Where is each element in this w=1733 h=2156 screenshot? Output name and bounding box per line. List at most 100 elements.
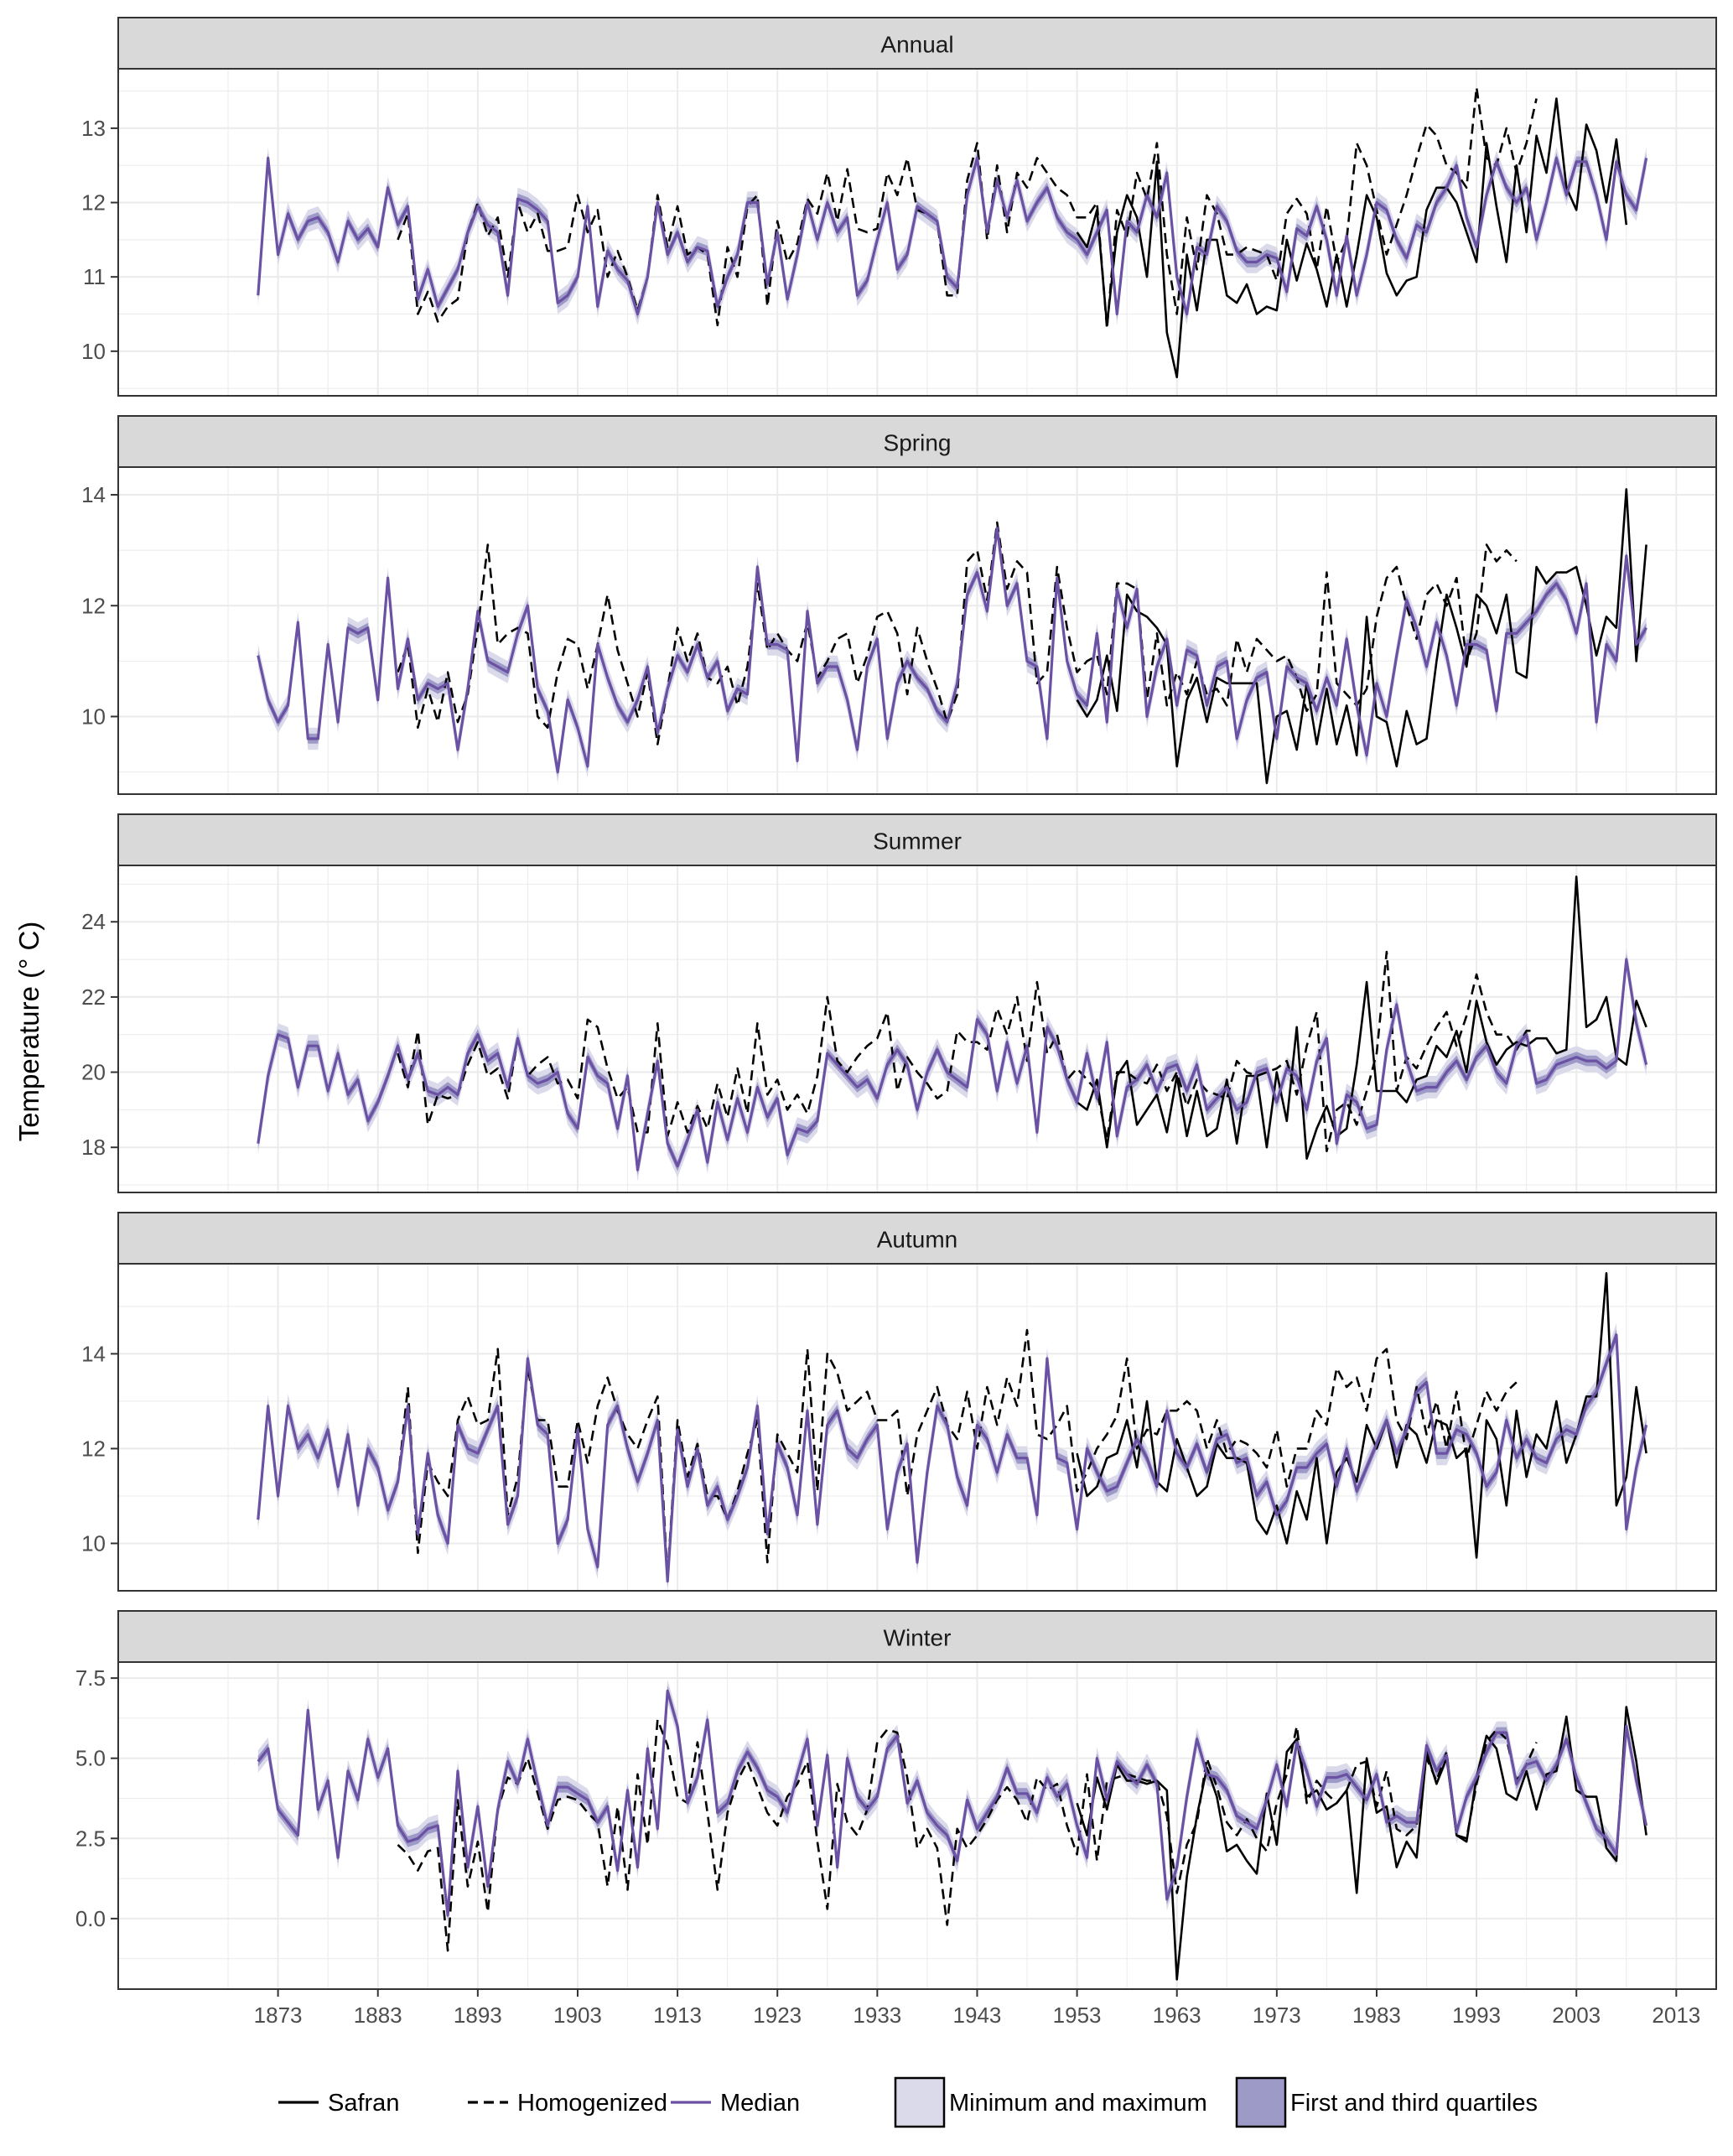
panel-winter: Winter 0.0 2.5 5.0 7.5	[75, 1610, 1717, 1990]
x-tick-label: 1993	[1452, 2003, 1501, 2028]
series-group	[257, 488, 1647, 785]
x-axis: 1873 1883 1893 1903 1913 1923 1933 1943 1953 1963…	[254, 1989, 1700, 2028]
y-tick-label: 13	[81, 116, 106, 141]
series-safran	[1076, 875, 1647, 1160]
legend-item-homogenized: Homogenized	[464, 2078, 667, 2127]
x-tick-label: 1893	[454, 2003, 502, 2028]
y-tick-label: 18	[81, 1135, 106, 1160]
series-safran	[1076, 97, 1628, 379]
x-tick-label: 1923	[753, 2003, 802, 2028]
panel-border	[117, 466, 1717, 795]
y-tick-label: 10	[81, 339, 106, 364]
band-min-max	[257, 948, 1647, 1182]
x-tick-label: 1953	[1053, 2003, 1102, 2028]
panel-title: Summer	[873, 829, 962, 855]
series-group	[257, 86, 1648, 379]
panel-border	[117, 1661, 1717, 1990]
series-median	[257, 1333, 1648, 1583]
panel-spring: Spring 10 12 14	[81, 415, 1717, 795]
panel-strip	[117, 415, 1717, 468]
band-min-max	[257, 1680, 1647, 1927]
y-tick-label: 7.5	[75, 1665, 106, 1691]
panel-strip	[117, 17, 1717, 70]
series-safran	[1076, 488, 1647, 785]
series-homogenized	[397, 86, 1538, 330]
legend-item-median: Median	[667, 2078, 800, 2127]
y-tick-label: 10	[81, 1530, 106, 1556]
y-tick-label: 14	[81, 1341, 106, 1366]
band-quartiles	[257, 1329, 1647, 1587]
x-tick-label: 1873	[254, 2003, 303, 2028]
y-axis: 10 12 14	[81, 482, 118, 729]
panel-border	[117, 1263, 1717, 1592]
y-tick-label: 11	[83, 264, 106, 289]
legend-item-safran: Safran	[274, 2078, 399, 2127]
y-tick-label: 14	[81, 482, 106, 507]
band-quartiles	[257, 153, 1647, 320]
series-homogenized	[397, 950, 1537, 1152]
band-quartiles	[257, 1685, 1647, 1921]
x-tick-label: 1963	[1153, 2003, 1201, 2028]
x-tick-label: 1913	[653, 2003, 702, 2028]
series-group	[257, 1272, 1648, 1591]
y-tick-label: 2.5	[75, 1826, 106, 1851]
y-axis: 10 11 12 13	[81, 116, 118, 364]
panel-border	[117, 865, 1717, 1193]
legend: Safran Homogenized Median Minimum and maxim…	[274, 2076, 1538, 2128]
series-homogenized	[397, 521, 1518, 746]
y-axis: 18 20 22 24	[81, 909, 118, 1160]
plot-background	[118, 865, 1716, 1192]
x-tick-label: 2013	[1652, 2003, 1700, 2028]
y-tick-label: 22	[81, 984, 106, 1010]
series-median	[257, 156, 1648, 316]
x-tick-label: 1973	[1253, 2003, 1301, 2028]
x-tick-label: 1883	[354, 2003, 402, 2028]
y-axis: 0.0 2.5 5.0 7.5	[75, 1665, 118, 1931]
series-homogenized	[397, 1328, 1518, 1578]
panel-title: Autumn	[877, 1227, 958, 1253]
plot-background	[118, 1662, 1716, 1989]
band-min-max	[257, 147, 1647, 325]
y-tick-label: 20	[81, 1060, 106, 1085]
y-tick-label: 0.0	[75, 1906, 106, 1931]
legend-label: Homogenized	[517, 2090, 667, 2117]
y-tick-label: 12	[81, 1436, 106, 1461]
series-median	[257, 527, 1647, 774]
panel-autumn: Autumn 10 12 14	[81, 1212, 1717, 1592]
legend-label: First and third quartiles	[1290, 2090, 1538, 2117]
gridlines	[118, 865, 1716, 1192]
x-tick-label: 1903	[553, 2003, 602, 2028]
plot-background	[118, 69, 1716, 396]
y-tick-label: 10	[81, 704, 106, 729]
panel-title: Spring	[884, 430, 952, 456]
series-group	[257, 875, 1648, 1182]
x-tick-label: 1933	[853, 2003, 901, 2028]
legend-label: Minimum and maximum	[949, 2090, 1207, 2117]
x-tick-label: 1983	[1352, 2003, 1401, 2028]
y-axis-label: Temperature (° C)	[13, 922, 44, 1142]
series-safran	[1076, 1272, 1647, 1559]
y-axis: 10 12 14	[81, 1341, 118, 1556]
y-tick-label: 24	[81, 909, 106, 934]
series-group	[257, 1680, 1648, 1981]
legend-key-swatch	[1235, 2076, 1287, 2128]
panel-summer: Summer 18 20 22 24	[81, 813, 1717, 1193]
panels: Annual 10 11 12 13 Spring 10 12 14 Summer 18 20 22 24…	[75, 17, 1717, 1990]
x-tick-label: 2003	[1552, 2003, 1601, 2028]
y-tick-label: 12	[81, 593, 106, 618]
legend-key-swatch	[894, 2076, 946, 2128]
panel-title: Winter	[884, 1625, 952, 1651]
series-median	[257, 1689, 1648, 1917]
y-tick-label: 12	[81, 190, 106, 216]
legend-label: Median	[720, 2090, 800, 2117]
legend-item-minmax: Minimum and maximum	[894, 2076, 1207, 2128]
legend-item-quartiles: First and third quartiles	[1235, 2076, 1538, 2128]
series-median	[257, 958, 1648, 1172]
panel-border	[117, 68, 1717, 397]
panel-title: Annual	[880, 32, 953, 58]
panel-strip	[117, 1610, 1717, 1663]
y-tick-label: 5.0	[75, 1746, 106, 1771]
panel-annual: Annual 10 11 12 13	[81, 17, 1717, 397]
